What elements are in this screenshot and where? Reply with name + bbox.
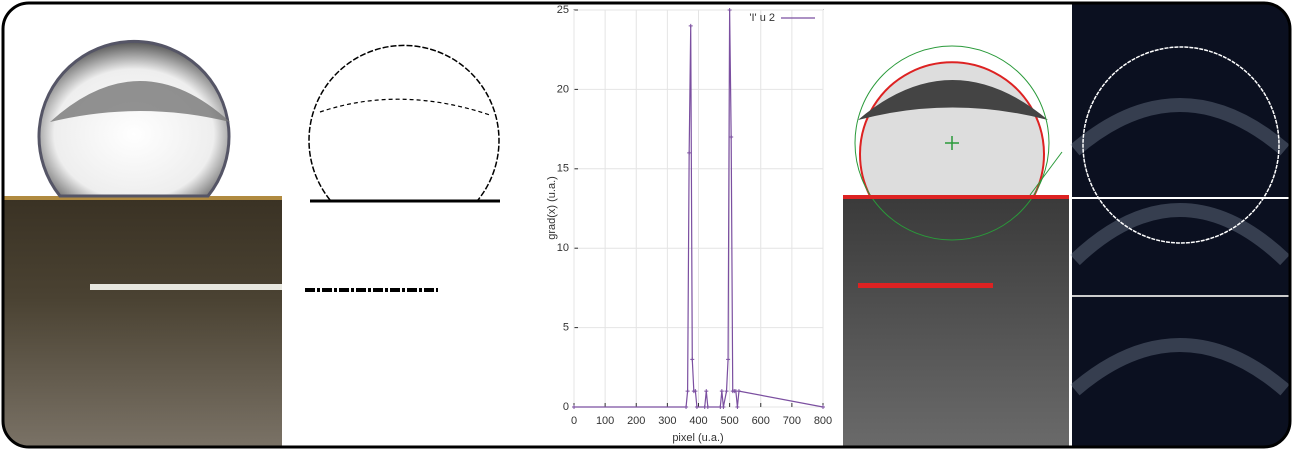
y-tick-label: 25 bbox=[557, 4, 569, 16]
data-point bbox=[705, 405, 710, 409]
data-point bbox=[687, 150, 692, 155]
data-point bbox=[727, 8, 732, 12]
data-point bbox=[688, 23, 693, 28]
x-tick-label: 200 bbox=[627, 415, 645, 427]
y-tick-label: 5 bbox=[563, 322, 569, 334]
data-point bbox=[721, 405, 726, 409]
droplet-shadow bbox=[50, 81, 230, 122]
legend-label: 'I' u 2 bbox=[749, 12, 775, 24]
y-tick-label: 20 bbox=[557, 83, 569, 95]
data-point bbox=[719, 389, 724, 394]
hough-circle bbox=[1082, 46, 1280, 244]
y-axis-label: grad(x) (u.a.) bbox=[546, 176, 558, 240]
fit-circle bbox=[854, 45, 1050, 241]
edge-inner bbox=[319, 98, 491, 116]
data-point bbox=[694, 405, 699, 409]
x-tick-label: 800 bbox=[814, 415, 832, 427]
fit-center bbox=[945, 136, 959, 150]
data-point bbox=[726, 357, 731, 362]
hough-bg bbox=[1072, 3, 1290, 447]
fit-shadow bbox=[858, 80, 1048, 120]
x-tick-label: 600 bbox=[752, 415, 770, 427]
x-tick-label: 300 bbox=[658, 415, 676, 427]
y-tick-label: 0 bbox=[563, 401, 569, 413]
data-point bbox=[685, 389, 690, 394]
chart-bg bbox=[545, 3, 843, 447]
fit-tangent bbox=[1029, 151, 1063, 196]
x-tick-label: 500 bbox=[720, 415, 738, 427]
data-point bbox=[684, 405, 689, 409]
data-point bbox=[704, 389, 709, 394]
edge-bg bbox=[282, 3, 545, 447]
photo-reflection bbox=[90, 284, 282, 290]
data-point bbox=[690, 357, 695, 362]
data-point bbox=[736, 389, 741, 394]
x-axis-label: pixel (u.a.) bbox=[672, 432, 723, 444]
y-tick-label: 10 bbox=[557, 242, 569, 254]
photo-edge bbox=[3, 196, 282, 200]
photo-substrate bbox=[3, 198, 282, 447]
data-point bbox=[572, 405, 576, 409]
x-tick-label: 100 bbox=[596, 415, 614, 427]
data-point bbox=[735, 405, 740, 409]
y-tick-label: 15 bbox=[557, 163, 569, 175]
edge-circle bbox=[308, 44, 500, 201]
data-point bbox=[693, 389, 698, 394]
fit-reflection bbox=[858, 283, 993, 288]
fit-substrate bbox=[843, 196, 1069, 447]
data-point bbox=[821, 405, 825, 409]
data-point bbox=[724, 389, 729, 394]
x-tick-label: 700 bbox=[783, 415, 801, 427]
x-tick-label: 0 bbox=[571, 415, 577, 427]
panels bbox=[3, 3, 1290, 447]
hough-curves bbox=[1070, 98, 1290, 396]
droplet bbox=[37, 40, 231, 198]
data-point bbox=[729, 135, 734, 140]
x-tick-label: 400 bbox=[689, 415, 707, 427]
